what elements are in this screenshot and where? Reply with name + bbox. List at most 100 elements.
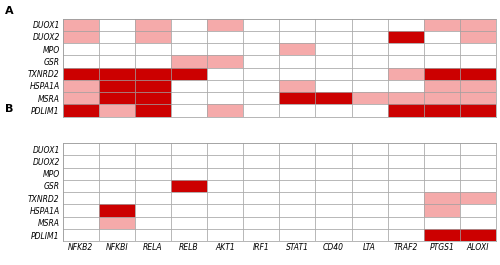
Bar: [171, 55, 207, 68]
Bar: [316, 43, 352, 55]
Bar: [243, 204, 279, 217]
Bar: [207, 229, 243, 241]
Bar: [316, 217, 352, 229]
Bar: [98, 229, 135, 241]
Bar: [388, 55, 424, 68]
Bar: [171, 229, 207, 241]
Bar: [279, 31, 316, 43]
Bar: [171, 31, 207, 43]
Text: B: B: [5, 104, 14, 114]
Bar: [352, 55, 388, 68]
Bar: [316, 168, 352, 180]
Bar: [460, 55, 496, 68]
Bar: [207, 155, 243, 168]
Bar: [352, 31, 388, 43]
Bar: [316, 31, 352, 43]
Bar: [207, 180, 243, 192]
Bar: [98, 104, 135, 117]
Bar: [62, 92, 98, 104]
Bar: [460, 80, 496, 92]
Bar: [279, 155, 316, 168]
Bar: [388, 19, 424, 31]
Bar: [352, 192, 388, 204]
Bar: [135, 80, 171, 92]
Bar: [171, 68, 207, 80]
Bar: [243, 168, 279, 180]
Bar: [316, 92, 352, 104]
Bar: [135, 92, 171, 104]
Bar: [460, 31, 496, 43]
Bar: [424, 80, 460, 92]
Bar: [243, 217, 279, 229]
Bar: [98, 43, 135, 55]
Bar: [279, 19, 316, 31]
Bar: [388, 80, 424, 92]
Bar: [98, 180, 135, 192]
Bar: [62, 55, 98, 68]
Bar: [388, 192, 424, 204]
Bar: [171, 168, 207, 180]
Bar: [207, 31, 243, 43]
Bar: [424, 204, 460, 217]
Bar: [62, 192, 98, 204]
Bar: [171, 92, 207, 104]
Bar: [243, 31, 279, 43]
Bar: [460, 155, 496, 168]
Bar: [98, 192, 135, 204]
Bar: [460, 217, 496, 229]
Bar: [424, 168, 460, 180]
Bar: [279, 204, 316, 217]
Bar: [279, 217, 316, 229]
Bar: [316, 80, 352, 92]
Bar: [207, 104, 243, 117]
Bar: [388, 143, 424, 155]
Bar: [207, 55, 243, 68]
Bar: [243, 92, 279, 104]
Bar: [207, 217, 243, 229]
Bar: [279, 104, 316, 117]
Bar: [98, 217, 135, 229]
Bar: [424, 180, 460, 192]
Bar: [352, 168, 388, 180]
Bar: [171, 143, 207, 155]
Bar: [424, 55, 460, 68]
Bar: [207, 80, 243, 92]
Bar: [135, 55, 171, 68]
Bar: [207, 68, 243, 80]
Bar: [316, 180, 352, 192]
Bar: [98, 55, 135, 68]
Bar: [316, 155, 352, 168]
Bar: [98, 155, 135, 168]
Bar: [352, 68, 388, 80]
Bar: [98, 80, 135, 92]
Bar: [279, 68, 316, 80]
Bar: [316, 143, 352, 155]
Bar: [460, 43, 496, 55]
Bar: [98, 168, 135, 180]
Bar: [243, 155, 279, 168]
Bar: [62, 217, 98, 229]
Bar: [135, 229, 171, 241]
Bar: [424, 68, 460, 80]
Bar: [171, 155, 207, 168]
Bar: [207, 92, 243, 104]
Bar: [207, 168, 243, 180]
Bar: [243, 19, 279, 31]
Bar: [279, 168, 316, 180]
Bar: [279, 229, 316, 241]
Bar: [171, 217, 207, 229]
Bar: [388, 43, 424, 55]
Bar: [352, 143, 388, 155]
Bar: [460, 180, 496, 192]
Bar: [424, 43, 460, 55]
Bar: [207, 19, 243, 31]
Bar: [316, 19, 352, 31]
Bar: [388, 155, 424, 168]
Bar: [243, 229, 279, 241]
Bar: [135, 68, 171, 80]
Bar: [171, 204, 207, 217]
Bar: [316, 204, 352, 217]
Bar: [62, 31, 98, 43]
Bar: [279, 180, 316, 192]
Bar: [171, 104, 207, 117]
